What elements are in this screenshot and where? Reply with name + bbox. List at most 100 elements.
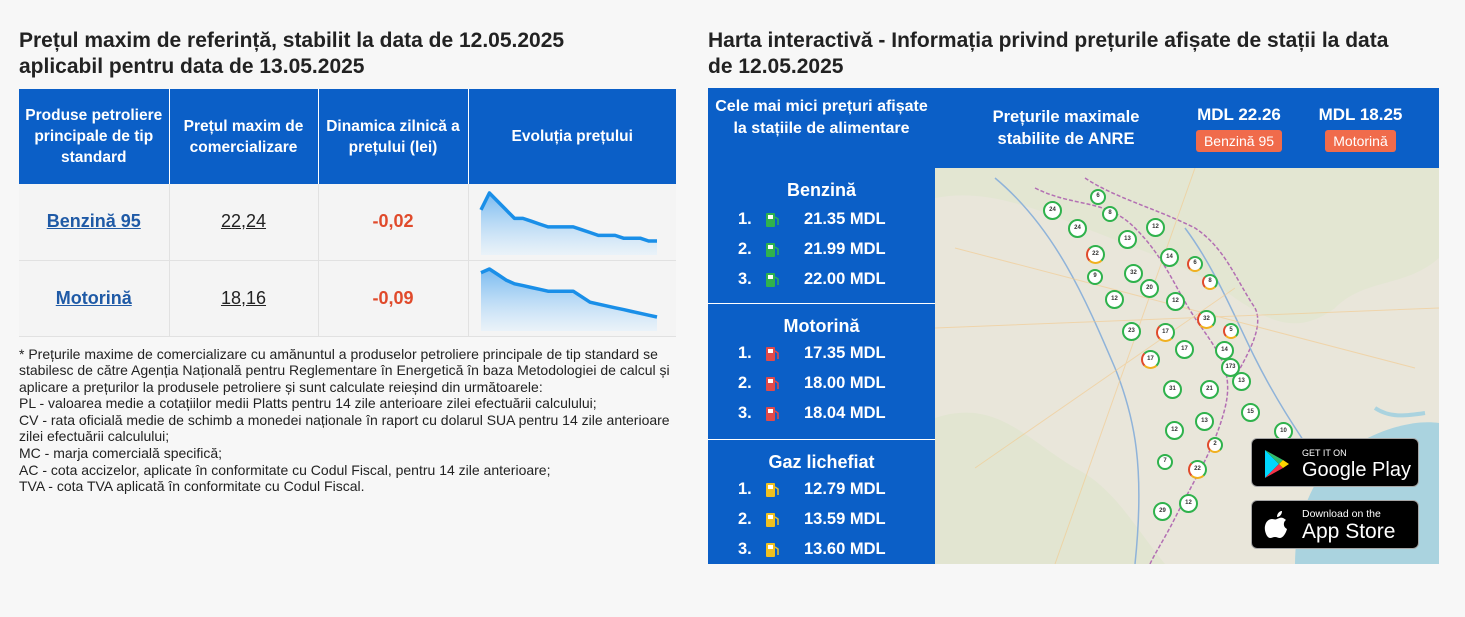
station-marker[interactable]: 12 bbox=[1179, 494, 1198, 513]
station-marker[interactable]: 9 bbox=[1087, 269, 1103, 285]
interactive-map-panel: Harta interactivă - Informația privind p… bbox=[708, 28, 1439, 564]
station-marker[interactable]: 173 bbox=[1221, 358, 1240, 377]
list-item[interactable]: 2. 13.59 MDL bbox=[708, 504, 935, 534]
title-line-2: de 12.05.2025 bbox=[708, 55, 844, 78]
station-marker[interactable]: 14 bbox=[1160, 248, 1179, 267]
price-banner: Cele mai mici prețuri afișate la stațiil… bbox=[708, 88, 1439, 168]
price-table: Produse petroliere principale de tip sta… bbox=[19, 89, 676, 337]
price-cell: 22,24 bbox=[169, 184, 319, 261]
sparkline-area bbox=[481, 192, 658, 255]
trend-cell bbox=[468, 260, 676, 337]
station-marker[interactable]: 22 bbox=[1086, 245, 1105, 264]
apple-icon bbox=[1264, 511, 1287, 538]
rank: 3. bbox=[738, 404, 752, 422]
station-marker[interactable]: 24 bbox=[1068, 219, 1087, 238]
station-marker[interactable]: 6 bbox=[1090, 189, 1106, 205]
station-map[interactable]: 24 6 8 24 12 13 22 14 6 9 32 8 20 12 12 32 23 17 5 17 14 17 17… bbox=[935, 168, 1439, 564]
station-marker[interactable]: 32 bbox=[1124, 264, 1143, 283]
station-marker[interactable]: 21 bbox=[1200, 380, 1219, 399]
list-item[interactable]: 1. 17.35 MDL bbox=[708, 338, 935, 368]
product-link-motorina[interactable]: Motorină bbox=[55, 287, 132, 308]
station-marker[interactable]: 6 bbox=[1187, 256, 1203, 272]
header-daily-change: Dinamica zilnică a prețului (lei) bbox=[318, 89, 469, 184]
list-item[interactable]: 2. 18.00 MDL bbox=[708, 368, 935, 398]
station-marker[interactable]: 13 bbox=[1118, 230, 1137, 249]
list-item[interactable]: 3. 13.60 MDL bbox=[708, 534, 935, 564]
title-line-1: Prețul maxim de referință, stabilit la d… bbox=[19, 29, 565, 52]
price: 12.79 MDL bbox=[804, 480, 886, 498]
header-max-price: Prețul maxim de comercializare bbox=[169, 89, 319, 184]
rank: 2. bbox=[738, 510, 752, 528]
fuel-block-benzina: Benzină 1. 21.35 MDL 2. 21.99 MDL 3. 22.00 … bbox=[708, 168, 935, 304]
note-text: TVA - cota TVA aplicată în conformitate … bbox=[19, 478, 365, 495]
fuel-pump-icon bbox=[766, 347, 779, 361]
station-marker[interactable]: 2 bbox=[1207, 437, 1223, 453]
station-marker[interactable]: 20 bbox=[1140, 279, 1159, 298]
anre-max-prices-label: Prețurile maximale stabilite de ANRE bbox=[992, 108, 1140, 148]
fuel-pump-icon bbox=[766, 273, 779, 287]
fuel-pump-icon bbox=[766, 243, 779, 257]
station-marker[interactable]: 7 bbox=[1157, 454, 1173, 470]
station-marker[interactable]: 12 bbox=[1166, 292, 1185, 311]
header-products: Produse petroliere principale de tip sta… bbox=[19, 89, 170, 184]
anre-price-motorina: MDL 18.25 Motorină bbox=[1308, 104, 1413, 152]
trend-cell bbox=[468, 184, 676, 261]
daily-change-value: -0,09 bbox=[372, 287, 414, 308]
station-marker[interactable]: 23 bbox=[1122, 322, 1141, 341]
google-play-button[interactable]: GET IT ON Google Play bbox=[1251, 438, 1419, 487]
google-play-icon bbox=[1265, 450, 1289, 478]
lowest-prices-heading: Cele mai mici prețuri afișate la stațiil… bbox=[715, 98, 928, 137]
max-price-value[interactable]: 18,16 bbox=[220, 287, 267, 308]
max-price-value[interactable]: 22,24 bbox=[220, 211, 267, 232]
fuel-pump-icon bbox=[766, 513, 779, 527]
price-trend-sparkline bbox=[479, 191, 658, 255]
note-text: MC - marja comercială specifică; bbox=[19, 445, 223, 462]
price: 22.00 MDL bbox=[804, 270, 886, 288]
station-marker[interactable]: 22 bbox=[1188, 460, 1207, 479]
station-marker[interactable]: 12 bbox=[1165, 421, 1184, 440]
app-store-button[interactable]: Download on the App Store bbox=[1251, 500, 1419, 549]
station-marker[interactable]: 5 bbox=[1223, 323, 1239, 339]
station-marker[interactable]: 8 bbox=[1202, 274, 1218, 290]
rank: 1. bbox=[738, 480, 752, 498]
list-item[interactable]: 3. 22.00 MDL bbox=[708, 264, 935, 294]
product-link-benzina-95[interactable]: Benzină 95 bbox=[46, 211, 141, 232]
list-item[interactable]: 1. 21.35 MDL bbox=[708, 204, 935, 234]
station-marker[interactable]: 29 bbox=[1153, 502, 1172, 521]
change-cell: -0,09 bbox=[318, 260, 469, 337]
price: 17.35 MDL bbox=[804, 344, 886, 362]
price-cell: 18,16 bbox=[169, 260, 319, 337]
station-marker[interactable]: 12 bbox=[1105, 290, 1124, 309]
station-marker[interactable]: 12 bbox=[1146, 218, 1165, 237]
sparkline-line bbox=[479, 191, 658, 243]
station-marker[interactable]: 13 bbox=[1195, 412, 1214, 431]
price-table-header: Produse petroliere principale de tip sta… bbox=[19, 89, 676, 184]
station-marker[interactable]: 17 bbox=[1141, 350, 1160, 369]
product-cell: Benzină 95 bbox=[19, 184, 170, 261]
station-marker[interactable]: 17 bbox=[1156, 323, 1175, 342]
station-marker[interactable]: 15 bbox=[1241, 403, 1260, 422]
note-text: CV - rata oficială medie de schimb a mon… bbox=[19, 411, 670, 445]
table-row: Benzină 95 22,24 -0,02 bbox=[19, 184, 676, 261]
list-item[interactable]: 2. 21.99 MDL bbox=[708, 234, 935, 264]
list-item[interactable]: 1. 12.79 MDL bbox=[708, 474, 935, 504]
rank: 1. bbox=[738, 344, 752, 362]
fuel-pump-icon bbox=[766, 377, 779, 391]
header-price-evolution: Evoluția prețului bbox=[468, 89, 676, 184]
fuel-block-gaz-lichefiat: Gaz lichefiat 1. 12.79 MDL 2. 13.59 MDL 3.… bbox=[708, 440, 935, 564]
google-play-caption: GET IT ON bbox=[1302, 448, 1347, 458]
list-item[interactable]: 3. 18.04 MDL bbox=[708, 398, 935, 428]
rank: 3. bbox=[738, 270, 752, 288]
price-trend-sparkline bbox=[480, 267, 658, 331]
table-row: Motorină 18,16 -0,09 bbox=[19, 260, 676, 337]
station-marker[interactable]: 31 bbox=[1163, 380, 1182, 399]
station-marker[interactable]: 17 bbox=[1175, 340, 1194, 359]
reference-price-title: Prețul maxim de referință, stabilit la d… bbox=[19, 28, 677, 80]
station-marker[interactable]: 24 bbox=[1043, 201, 1062, 220]
station-marker[interactable]: 13 bbox=[1232, 372, 1251, 391]
app-store-caption: Download on the bbox=[1302, 508, 1381, 520]
change-cell: -0,02 bbox=[318, 184, 469, 261]
station-marker[interactable]: 32 bbox=[1197, 310, 1216, 329]
station-marker[interactable]: 8 bbox=[1102, 206, 1118, 222]
